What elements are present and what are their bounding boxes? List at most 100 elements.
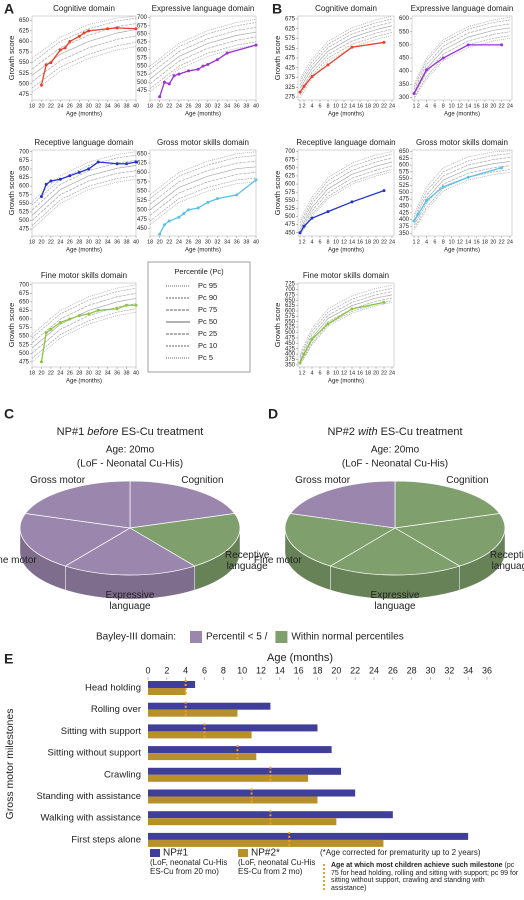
x-tick-label: 38 [123, 239, 129, 245]
x-tick-label: 16 [294, 665, 304, 675]
percentile-curve [413, 16, 510, 85]
data-point [162, 223, 166, 227]
percentile-curve [149, 181, 257, 226]
x-axis-label: Age (months) [66, 248, 102, 254]
x-tick-label: 4 [310, 239, 313, 245]
x-tick-label: 4 [183, 665, 188, 675]
pie-label: Cognition [181, 474, 224, 486]
x-tick-label: 8 [326, 370, 329, 376]
data-point [310, 216, 314, 220]
data-point [68, 39, 72, 43]
bar [148, 688, 186, 695]
x-tick-label: 38 [123, 370, 129, 376]
y-tick-label: 450 [399, 56, 410, 62]
panel-label: B [272, 1, 282, 17]
y-tick-label: 500 [137, 207, 148, 213]
y-tick-label: 700 [285, 287, 296, 293]
bar [148, 746, 332, 754]
x-tick-label: 36 [234, 103, 240, 109]
percentile-curve [299, 21, 393, 85]
category-label: Standing with assistance [36, 791, 141, 802]
x-tick-label: 38 [243, 103, 249, 109]
percentile-curve [299, 157, 393, 227]
pie-title-part: NP#2 [327, 426, 355, 438]
y-tick-label: 475 [19, 92, 30, 98]
legend-note: (LoF, neonatal Cu-His ES-Cu from 20 mo) [150, 858, 228, 876]
x-tick-label: 6 [318, 103, 321, 109]
data-point [326, 63, 330, 67]
x-tick-label: 32 [444, 665, 454, 675]
bar [148, 796, 318, 804]
percentile-curve [299, 28, 393, 92]
percentile-curve [299, 153, 393, 224]
category-label: Rolling over [91, 704, 141, 715]
chart-title: Gross motor skills domain [157, 138, 249, 147]
data-point [172, 74, 176, 78]
y-tick-label: 475 [285, 222, 296, 228]
data-point [298, 361, 302, 365]
data-point [58, 177, 62, 181]
percentile-curve [31, 308, 137, 359]
y-tick-label: 575 [137, 179, 148, 185]
y-tick-label: 550 [137, 64, 148, 70]
legend-label: Pc 75 [198, 305, 217, 314]
y-tick-label: 475 [399, 197, 410, 203]
plot-frame [297, 15, 395, 101]
category-label: Sitting without support [48, 748, 142, 759]
y-axis-label: Growth score [273, 36, 282, 81]
pie-label: Expressive language [370, 590, 420, 613]
y-tick-label: 675 [285, 292, 296, 298]
x-tick-label: 14 [349, 370, 355, 376]
data-point [350, 307, 354, 311]
data-point [167, 82, 171, 86]
data-point [125, 162, 129, 166]
x-tick-label: 16 [474, 103, 480, 109]
x-tick-label: 10 [449, 103, 455, 109]
y-tick-label: 525 [285, 46, 296, 52]
y-tick-label: 550 [285, 198, 296, 204]
data-point [58, 48, 62, 52]
x-tick-label: 4 [425, 103, 428, 109]
y-tick-label: 675 [19, 158, 30, 164]
x-tick-label: 30 [86, 239, 92, 245]
percentile-curve [413, 153, 510, 218]
x-tick-label: 20 [331, 665, 341, 675]
data-point [77, 314, 81, 318]
x-tick-label: 32 [214, 239, 220, 245]
y-tick-label: 525 [399, 183, 410, 189]
pie-legend-title: Bayley-III domain: [96, 632, 176, 643]
x-tick-label: 34 [224, 239, 230, 245]
x-tick-label: 12 [341, 103, 347, 109]
chart-title: Receptive language domain [34, 138, 133, 147]
category-label: Walking with assistance [41, 813, 142, 824]
x-tick-label: 32 [95, 370, 101, 376]
y-tick-label: 475 [19, 359, 30, 365]
percentile-curve [149, 22, 257, 70]
percentile-curve [31, 17, 137, 63]
x-tick-label: 6 [433, 103, 436, 109]
percentile-curve [31, 170, 137, 221]
data-point [87, 312, 91, 316]
plot-frame [411, 15, 513, 101]
x-tick-label: 22 [499, 239, 505, 245]
x-tick-label: 40 [253, 103, 259, 109]
data-point [58, 320, 62, 324]
pie-label: Expressive language [105, 590, 155, 613]
x-tick-label: 36 [482, 665, 492, 675]
bar [148, 767, 342, 775]
marker-legend: Age at which most children achieve such … [331, 862, 521, 893]
chart-title: Gross motor skills domain [416, 138, 508, 147]
x-tick-label: 12 [457, 239, 463, 245]
y-tick-label: 450 [137, 226, 148, 232]
legend-label: Pc 95 [198, 281, 217, 290]
plot-frame [149, 15, 257, 101]
legend-note: (LoF, neonatal Cu-His ES-Cu from 2 mo) [238, 858, 316, 876]
x-axis-label: Age (months) [185, 248, 221, 254]
data-point [310, 337, 314, 341]
percentile-curve [299, 151, 393, 220]
x-tick-label: 20 [373, 370, 379, 376]
panel-label: E [4, 651, 13, 667]
x-tick-label: 20 [490, 239, 496, 245]
chart-title: Fine motor skills domain [41, 271, 127, 280]
pie-title-part: ES-Cu treatment [381, 426, 463, 438]
